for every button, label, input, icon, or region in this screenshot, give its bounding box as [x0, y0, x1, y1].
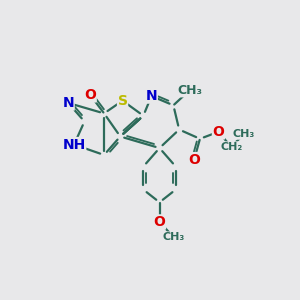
Text: CH₃: CH₃ [177, 84, 202, 97]
Text: N: N [146, 89, 157, 103]
Text: O: O [84, 88, 96, 102]
Text: S: S [118, 94, 128, 108]
Text: N: N [62, 96, 74, 110]
Text: CH₃: CH₃ [233, 129, 255, 139]
Text: NH: NH [62, 138, 86, 152]
Text: CH₂: CH₂ [220, 142, 242, 152]
Text: O: O [154, 215, 166, 229]
Text: O: O [212, 125, 224, 139]
Text: CH₃: CH₃ [162, 232, 184, 242]
Text: O: O [188, 153, 200, 166]
